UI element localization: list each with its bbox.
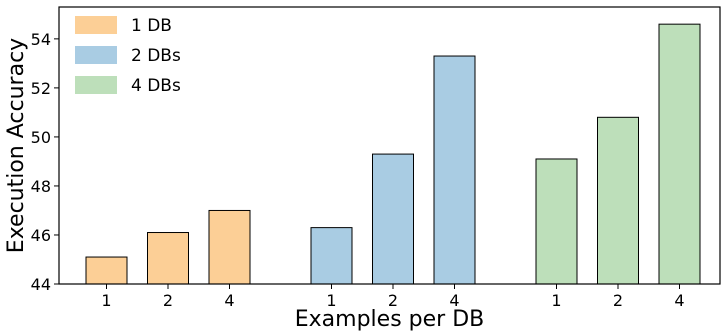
- bars-group: [85, 23, 701, 285]
- x-tick-label: 2: [163, 291, 173, 310]
- x-tick-label: 2: [388, 291, 398, 310]
- bar-4-dbs-1: [535, 158, 578, 285]
- x-tick-label: 2: [613, 291, 623, 310]
- y-tick-label: 50: [31, 128, 51, 147]
- legend-label: 2 DBs: [131, 46, 181, 66]
- x-tick-label: 1: [326, 291, 336, 310]
- y-tick-label: 48: [31, 177, 51, 196]
- bar-2-dbs-1: [310, 227, 353, 285]
- x-tick-label: 4: [674, 291, 684, 310]
- y-tick-label: 54: [31, 30, 51, 49]
- x-tick-label: 4: [449, 291, 459, 310]
- bar-1-db-2: [147, 232, 189, 285]
- legend-swatch: [75, 16, 117, 34]
- legend-swatch: [75, 76, 117, 94]
- legend: 1 DB 2 DBs 4 DBs: [75, 16, 181, 96]
- ticks-group: 44 46 48 50 52 54 1 2 4 1 2 4 1 2 4: [31, 30, 685, 310]
- bar-1-db-1: [85, 256, 128, 285]
- x-tick-label: 1: [551, 291, 561, 310]
- legend-swatch: [75, 46, 117, 64]
- y-axis-title: Execution Accuracy: [4, 38, 29, 253]
- y-tick-label: 52: [31, 79, 51, 98]
- bar-2-dbs-4: [433, 55, 476, 285]
- x-tick-label: 1: [101, 291, 111, 310]
- bar-2-dbs-2: [372, 153, 414, 285]
- x-tick-label: 4: [224, 291, 234, 310]
- bar-1-db-4: [208, 209, 251, 285]
- bar-4-dbs-4: [658, 23, 701, 285]
- x-axis-title: Examples per DB: [295, 307, 484, 332]
- legend-label: 1 DB: [131, 16, 172, 36]
- legend-label: 4 DBs: [131, 76, 181, 96]
- y-tick-label: 44: [31, 275, 51, 294]
- plot-frame: [58, 6, 721, 285]
- y-tick-label: 46: [31, 226, 51, 245]
- bar-4-dbs-2: [597, 116, 639, 285]
